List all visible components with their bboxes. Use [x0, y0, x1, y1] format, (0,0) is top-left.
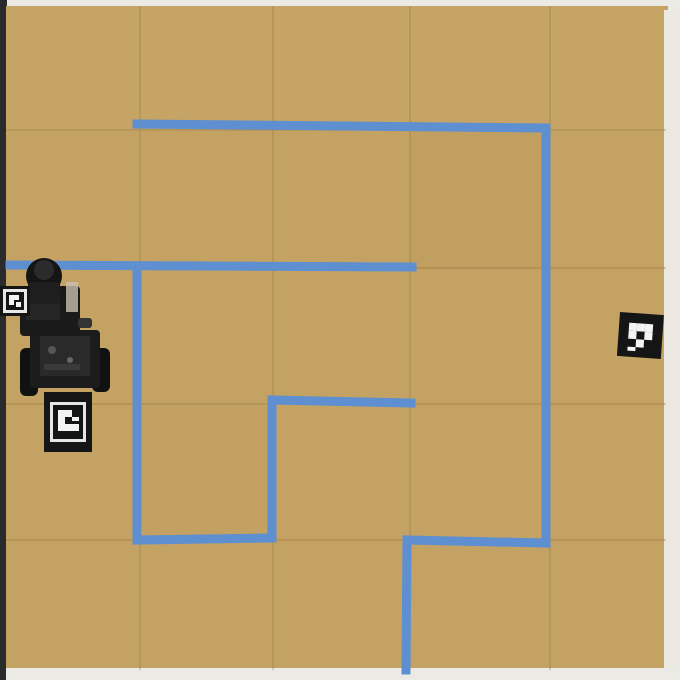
- tape-outer-wall: [132, 119, 551, 675]
- cardboard-board: [6, 6, 680, 680]
- tape-inner-wall: [132, 262, 416, 545]
- aruco-marker-robot-front: [44, 392, 92, 452]
- tape-middle-wall: [5, 260, 417, 272]
- left-dark-edge: [0, 0, 7, 680]
- aruco-marker-robot-side: [0, 286, 30, 316]
- wheeled-robot: [20, 258, 110, 396]
- aruco-marker-goal: [616, 312, 664, 359]
- blue-tape-maze: [5, 119, 551, 675]
